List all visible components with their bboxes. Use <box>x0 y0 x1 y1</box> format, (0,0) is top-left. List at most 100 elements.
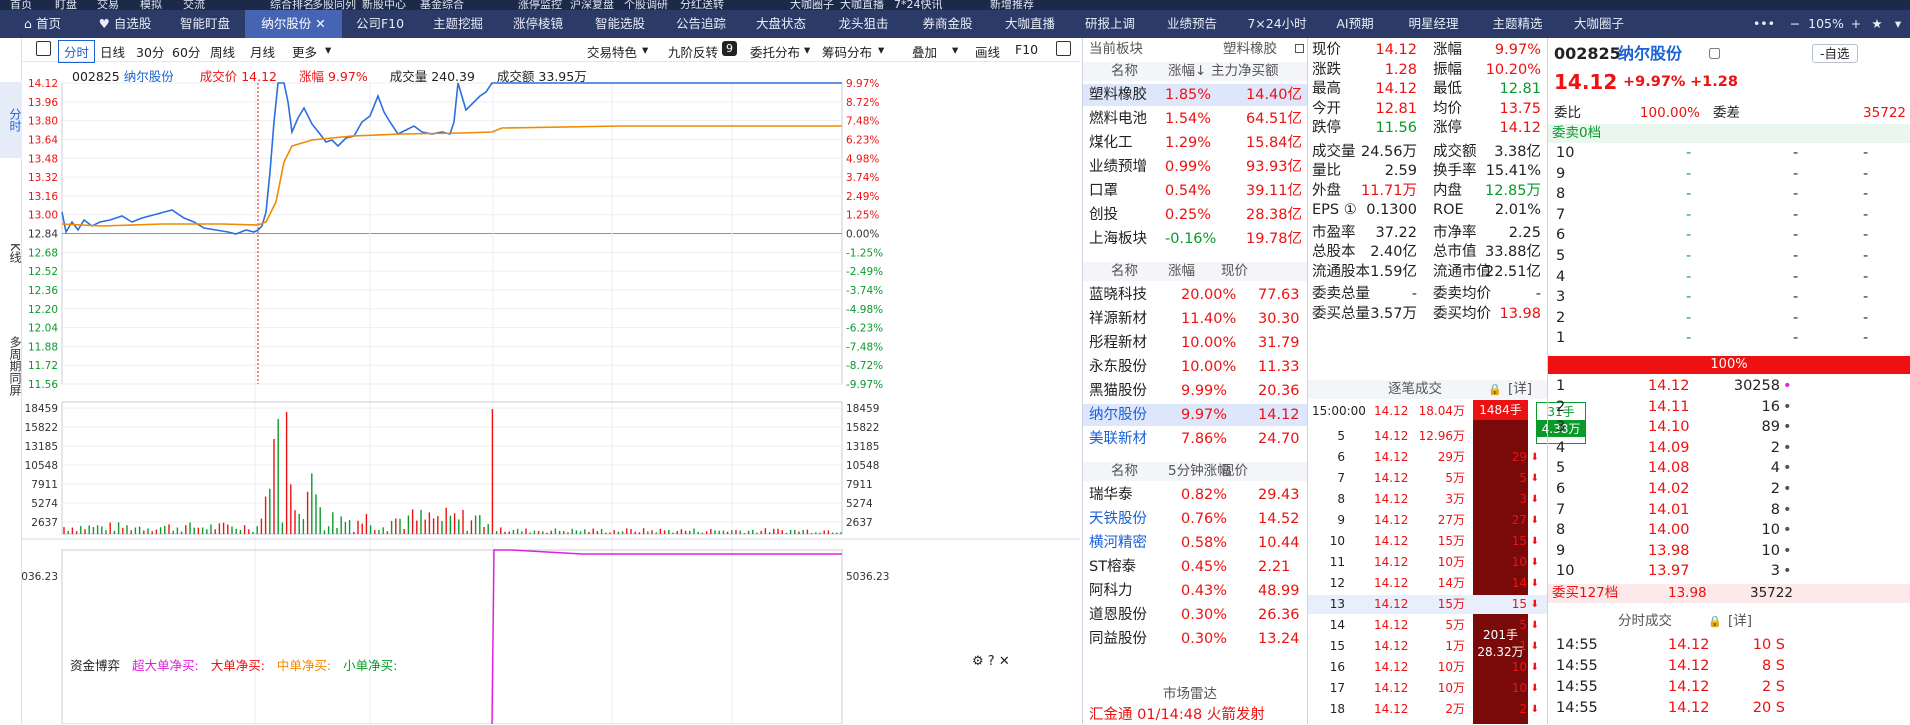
trade-feature-dropdown[interactable]: 交易特色 <box>587 45 638 60</box>
tab-9[interactable]: 大盘状态 <box>740 10 822 38</box>
top-menu-item[interactable]: 沪深复盘 <box>570 0 614 10</box>
chevron-down-icon[interactable]: ▾ <box>878 42 885 57</box>
zoom-in-button[interactable]: + <box>1850 16 1862 31</box>
table-row[interactable]: 蓝晓科技 20.00% 77.63 <box>1083 284 1307 306</box>
add-favorite-button[interactable]: -自选 <box>1812 44 1858 63</box>
table-row[interactable]: 永东股份 10.00% 11.33 <box>1083 356 1307 378</box>
panel-toggle-icon[interactable] <box>36 41 51 56</box>
top-menu-item[interactable]: 综合排名 <box>270 0 314 10</box>
table-row[interactable]: 名称 涨幅↓ 主力净买额 <box>1083 62 1307 81</box>
table-row[interactable]: 汇金通 01/14:48 火箭发射 <box>1083 706 1307 725</box>
top-menu-item[interactable]: 基金综合 <box>420 0 464 10</box>
sell-level-row[interactable]: 5 - - - <box>1548 247 1910 266</box>
table-row[interactable]: 祥源新材 11.40% 30.30 <box>1083 308 1307 330</box>
nine-reverse-button[interactable]: 九阶反转 <box>668 45 719 60</box>
period-more[interactable]: 更多 <box>292 45 318 60</box>
tab-3[interactable]: 纳尔股份 ✕ <box>245 10 342 38</box>
chevron-down-icon[interactable]: ▾ <box>642 42 649 57</box>
lock-icon[interactable]: 🔒 <box>1708 615 1722 628</box>
table-row[interactable]: 塑料橡胶 1.85% 14.40亿 <box>1083 84 1307 106</box>
close-icon[interactable]: ✕ <box>998 654 1010 669</box>
chevron-down-icon[interactable]: ▾ <box>325 42 332 57</box>
buy-level-row[interactable]: 5 14.08 4 • <box>1548 459 1910 478</box>
table-row[interactable]: 当前板块 塑料橡胶 <box>1083 40 1307 59</box>
side-tab-kline[interactable]: K线 <box>8 243 22 263</box>
top-menu-item[interactable]: 分红送转 <box>680 0 724 10</box>
top-menu-item[interactable]: 模拟 <box>140 0 162 10</box>
note-icon[interactable]: ▢ <box>1708 45 1722 61</box>
star-icon[interactable]: ★ <box>1871 16 1883 31</box>
top-menu-item[interactable]: 大咖圈子 <box>790 0 834 10</box>
chevron-down-icon[interactable]: ▾ <box>1894 16 1902 31</box>
tab-16[interactable]: AI预期 <box>1320 10 1390 38</box>
side-tab-timeshare[interactable]: 分时 <box>0 82 22 158</box>
buy-level-row[interactable]: 10 13.97 3 • <box>1548 562 1910 581</box>
sell-level-row[interactable]: 9 - - - <box>1548 165 1910 184</box>
top-menu-item[interactable]: 交流 <box>183 0 205 10</box>
tab-17[interactable]: 明星经理 <box>1390 10 1477 38</box>
sell-level-row[interactable]: 8 - - - <box>1548 185 1910 204</box>
buy-level-row[interactable]: 8 14.00 10 • <box>1548 521 1910 540</box>
sell-level-row[interactable]: 10 - - - <box>1548 144 1910 163</box>
panel-toggle-icon[interactable] <box>1056 41 1071 56</box>
tab-0[interactable]: ⌂ 首页 <box>0 10 85 38</box>
tab-19[interactable]: 大咖圈子 <box>1558 10 1640 38</box>
tab-18[interactable]: 主题精选 <box>1477 10 1558 38</box>
top-menu-item[interactable]: 新股中心 <box>362 0 406 10</box>
table-row[interactable]: 上海板块 -0.16% 19.78亿 <box>1083 228 1307 250</box>
sell-level-row[interactable]: 2 - - - <box>1548 309 1910 328</box>
period-60m[interactable]: 60分 <box>172 45 201 60</box>
tab-4[interactable]: 公司F10 <box>342 10 418 38</box>
buy-level-row[interactable]: 6 14.02 2 • <box>1548 480 1910 499</box>
table-row[interactable]: 市场雷达 <box>1083 682 1307 702</box>
period-timeshare[interactable]: 分时 <box>58 40 96 63</box>
period-30m[interactable]: 30分 <box>136 45 165 60</box>
buy-level-row[interactable]: 9 13.98 10 • <box>1548 542 1910 561</box>
sell-level-row[interactable]: 4 - - - <box>1548 268 1910 287</box>
tab-10[interactable]: 龙头狙击 <box>822 10 905 38</box>
tab-6[interactable]: 涨停棱镜 <box>498 10 578 38</box>
table-row[interactable]: 煤化工 1.29% 15.84亿 <box>1083 132 1307 154</box>
buy-level-row[interactable]: 4 14.09 2 • <box>1548 439 1910 458</box>
table-row[interactable]: 天铁股份 0.76% 14.52 <box>1083 508 1307 530</box>
tab-8[interactable]: 公告追踪 <box>662 10 740 38</box>
tab-13[interactable]: 研报上调 <box>1070 10 1150 38</box>
more-tabs-button[interactable]: ••• <box>1752 16 1776 31</box>
chip-distribution-dropdown[interactable]: 筹码分布 <box>822 45 873 60</box>
table-row[interactable]: 名称 5分钟涨幅 现价 <box>1083 462 1307 481</box>
f10-button[interactable]: F10 <box>1015 42 1039 57</box>
tab-11[interactable]: 券商金股 <box>905 10 990 38</box>
draw-line-button[interactable]: 画线 <box>975 45 1001 60</box>
period-week[interactable]: 周线 <box>210 45 236 60</box>
top-menu-item[interactable]: 7*24快讯 <box>894 0 943 10</box>
table-row[interactable]: 创投 0.25% 28.38亿 <box>1083 204 1307 226</box>
top-menu-item[interactable]: 交易 <box>97 0 119 10</box>
table-row[interactable]: 美联新材 7.86% 24.70 <box>1083 428 1307 450</box>
table-row[interactable]: 业绩预增 0.99% 93.93亿 <box>1083 156 1307 178</box>
buy-level-row[interactable]: 1 14.12 30258 • <box>1548 377 1910 396</box>
table-row[interactable]: 同益股份 0.30% 13.24 <box>1083 628 1307 650</box>
top-menu-item[interactable]: 首页 <box>10 0 32 10</box>
buy-level-row[interactable]: 3 14.10 89 • <box>1548 418 1910 437</box>
table-row[interactable]: 横河精密 0.58% 10.44 <box>1083 532 1307 554</box>
order-distribution-dropdown[interactable]: 委托分布 <box>750 45 801 60</box>
overlay-dropdown[interactable]: 叠加 <box>912 45 938 60</box>
tab-7[interactable]: 智能选股 <box>578 10 662 38</box>
sell-level-row[interactable]: 7 - - - <box>1548 206 1910 225</box>
top-menu-item[interactable]: 新增推荐 <box>990 0 1034 10</box>
tab-2[interactable]: 智能盯盘 <box>165 10 245 38</box>
top-menu-item[interactable]: 多股同列 <box>312 0 356 10</box>
top-menu-item[interactable]: 涨停监控 <box>518 0 562 10</box>
table-row[interactable]: 纳尔股份 9.97% 14.12 <box>1083 404 1307 426</box>
sell-level-row[interactable]: 6 - - - <box>1548 226 1910 245</box>
period-month[interactable]: 月线 <box>250 45 276 60</box>
table-row[interactable]: 燃料电池 1.54% 64.51亿 <box>1083 108 1307 130</box>
tab-1[interactable]: ♥ 自选股 <box>85 10 165 38</box>
table-row[interactable]: 彤程新材 10.00% 31.79 <box>1083 332 1307 354</box>
buy-level-row[interactable]: 2 14.11 16 • <box>1548 398 1910 417</box>
table-row[interactable]: 黑猫股份 9.99% 20.36 <box>1083 380 1307 402</box>
lock-icon[interactable]: 🔒 <box>1488 383 1502 396</box>
sell-level-row[interactable]: 3 - - - <box>1548 288 1910 307</box>
zoom-out-button[interactable]: − <box>1789 16 1801 31</box>
expand-icon[interactable] <box>1295 44 1304 53</box>
